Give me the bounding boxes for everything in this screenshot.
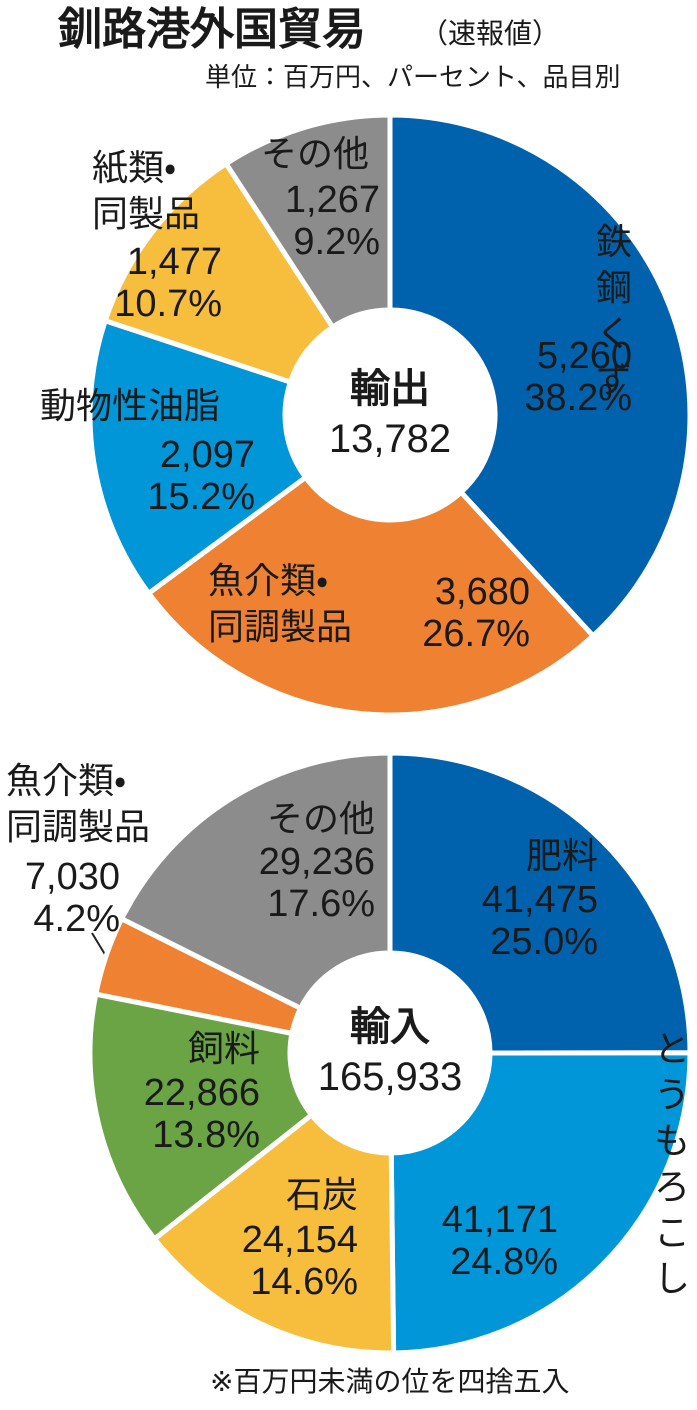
slice-value: 41,475	[481, 879, 598, 921]
slice-value: 5,260	[536, 335, 632, 377]
slice-category: 動物性油脂	[39, 386, 221, 427]
slice-share: 15.2%	[147, 476, 255, 518]
slice-value: 1,267	[284, 179, 380, 221]
slice-value: 7,030	[24, 856, 120, 898]
slice-value: 1,477	[126, 241, 222, 283]
footnote: ※百万円未満の位を四捨五入	[210, 1365, 570, 1398]
subtitle: （速報値）	[420, 17, 561, 50]
slice-share: 9.2%	[293, 221, 380, 263]
center-total: 13,782	[328, 417, 452, 461]
slice-share: 17.6%	[267, 883, 375, 925]
slice-value: 22,866	[143, 1072, 260, 1114]
slice-value: 24,154	[241, 1219, 358, 1261]
slice-share: 38.2%	[524, 377, 632, 419]
slice-category: その他	[266, 799, 375, 840]
slice-category: 飼料	[187, 1029, 260, 1070]
title: 釧路港外国貿易	[58, 4, 366, 55]
donut-hole	[290, 953, 490, 1153]
unit-note: 単位：百万円、パーセント、品目別	[205, 63, 621, 93]
center-title: 輸出	[350, 366, 430, 412]
slice-share: 24.8%	[450, 1241, 558, 1283]
slice-value: 29,236	[258, 841, 375, 883]
slice-category: 紙類・ 同製品	[92, 148, 201, 235]
donut-hole	[285, 310, 495, 520]
slice-value: 41,171	[441, 1199, 558, 1241]
slice-category: 魚介類・ 同調製品	[6, 761, 151, 848]
slice-category: その他	[260, 134, 370, 175]
center-total: 165,933	[317, 1055, 463, 1099]
slice-share: 26.7%	[422, 613, 530, 655]
slice-category: とうもろこし	[653, 1029, 690, 1300]
slice-share: 25.0%	[490, 921, 598, 963]
slice-value: 2,097	[159, 434, 255, 476]
slice-share: 10.7%	[114, 283, 222, 325]
slice-share: 13.8%	[152, 1114, 260, 1156]
slice-share: 4.2%	[33, 898, 120, 940]
slice-share: 14.6%	[250, 1261, 358, 1303]
slice-category: 肥料	[525, 836, 598, 877]
slice-category: 石炭	[285, 1175, 358, 1216]
center-title: 輸入	[350, 1004, 430, 1050]
slice-value: 3,680	[434, 571, 530, 613]
slice-category: 鉄鋼くず	[595, 222, 632, 401]
slice-category: 魚介類・ 同調製品	[208, 561, 353, 648]
